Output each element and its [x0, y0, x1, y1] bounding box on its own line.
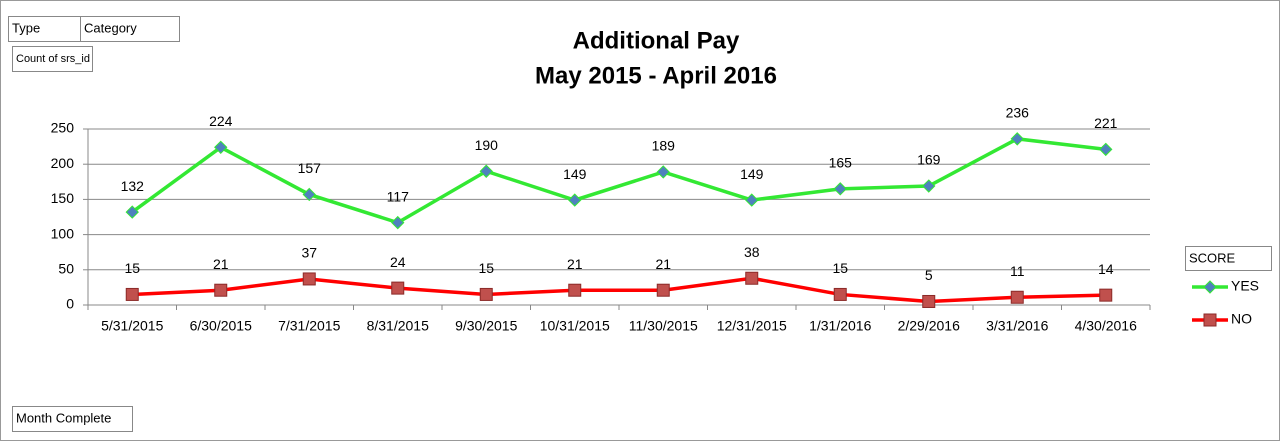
- data-label: 15: [478, 260, 494, 276]
- y-tick-label: 100: [51, 225, 75, 241]
- data-label: 5: [925, 267, 933, 283]
- y-tick-label: 250: [51, 120, 75, 136]
- data-label: 169: [917, 152, 941, 168]
- x-tick-label: 12/31/2015: [717, 318, 787, 334]
- x-tick-label: 5/31/2015: [101, 318, 163, 334]
- chart-subtitle: May 2015 - April 2016: [535, 62, 777, 89]
- y-tick-label: 200: [51, 155, 75, 171]
- x-tick-label: 10/31/2015: [540, 318, 610, 334]
- marker: [302, 272, 316, 286]
- data-label: 149: [740, 166, 764, 182]
- data-label: 24: [390, 254, 406, 270]
- legend-field-button[interactable]: [1185, 246, 1272, 271]
- marker: [833, 182, 847, 196]
- marker: [656, 165, 670, 179]
- marker: [1099, 142, 1113, 157]
- marker: [302, 187, 316, 202]
- chart-title: Additional Pay: [573, 27, 740, 54]
- marker: [479, 287, 493, 301]
- data-label: 117: [387, 188, 410, 204]
- data-label: 149: [563, 166, 587, 182]
- y-tick-label: 0: [66, 296, 74, 312]
- data-label: 14: [1098, 261, 1114, 277]
- x-tick-label: 9/30/2015: [455, 318, 517, 334]
- x-tick-label: 7/31/2015: [278, 318, 340, 334]
- marker: [745, 193, 759, 207]
- y-tick-label: 50: [58, 261, 74, 277]
- value-field-button[interactable]: [12, 46, 93, 72]
- data-label: 38: [744, 244, 760, 260]
- marker: [125, 287, 139, 301]
- axis-field-label[interactable]: Month Complete: [16, 410, 111, 425]
- legend-label: NO: [1231, 311, 1252, 327]
- data-label: 21: [567, 256, 583, 272]
- marker: [125, 205, 139, 219]
- data-label: 21: [213, 256, 229, 272]
- marker: [1010, 132, 1024, 146]
- series-line: [132, 276, 1106, 304]
- axis-field-button[interactable]: [12, 406, 133, 432]
- data-label: 15: [832, 260, 848, 276]
- x-tick-label: 4/30/2016: [1075, 318, 1137, 334]
- marker: [1010, 290, 1024, 304]
- data-label: 190: [475, 137, 499, 153]
- series-line: [131, 137, 1106, 225]
- x-tick-label: 2/29/2016: [898, 318, 960, 334]
- marker: [656, 283, 670, 297]
- marker: [922, 179, 936, 193]
- marker: [479, 164, 493, 178]
- data-label: 157: [298, 160, 322, 176]
- x-tick-label: 3/31/2016: [986, 318, 1048, 334]
- marker: [568, 283, 582, 297]
- data-label: 189: [652, 138, 676, 154]
- marker: [214, 283, 228, 297]
- marker: [833, 287, 847, 301]
- x-tick-label: 11/30/2015: [629, 318, 698, 334]
- field-button[interactable]: [8, 16, 81, 42]
- data-label: 15: [124, 260, 140, 276]
- marker: [745, 271, 759, 285]
- marker: [922, 294, 936, 308]
- data-label: 11: [1010, 263, 1025, 279]
- marker: [391, 281, 405, 295]
- marker: [568, 193, 582, 207]
- data-label: 221: [1094, 115, 1118, 131]
- data-label: 21: [655, 256, 671, 272]
- x-tick-label: 6/30/2015: [190, 318, 252, 334]
- value-field-label[interactable]: Count of srs_id: [16, 53, 90, 65]
- legend-marker: [1203, 280, 1217, 294]
- y-tick-label: 150: [51, 190, 75, 206]
- marker: [391, 215, 405, 230]
- legend-marker: [1203, 313, 1217, 327]
- data-label: 37: [301, 245, 317, 261]
- marker: [214, 140, 228, 155]
- data-label: 132: [121, 178, 145, 194]
- x-tick-label: 8/31/2015: [367, 318, 429, 334]
- data-label: 236: [1006, 105, 1030, 121]
- field-button-label[interactable]: Type: [12, 20, 40, 35]
- x-tick-label: 1/31/2016: [809, 318, 871, 334]
- data-label: 224: [209, 113, 233, 129]
- field-button-label[interactable]: Category: [84, 20, 137, 35]
- marker: [1099, 288, 1113, 302]
- legend-title[interactable]: SCORE: [1189, 250, 1236, 265]
- field-button[interactable]: [80, 16, 180, 42]
- data-label: 165: [829, 155, 853, 171]
- legend-label: YES: [1231, 278, 1259, 294]
